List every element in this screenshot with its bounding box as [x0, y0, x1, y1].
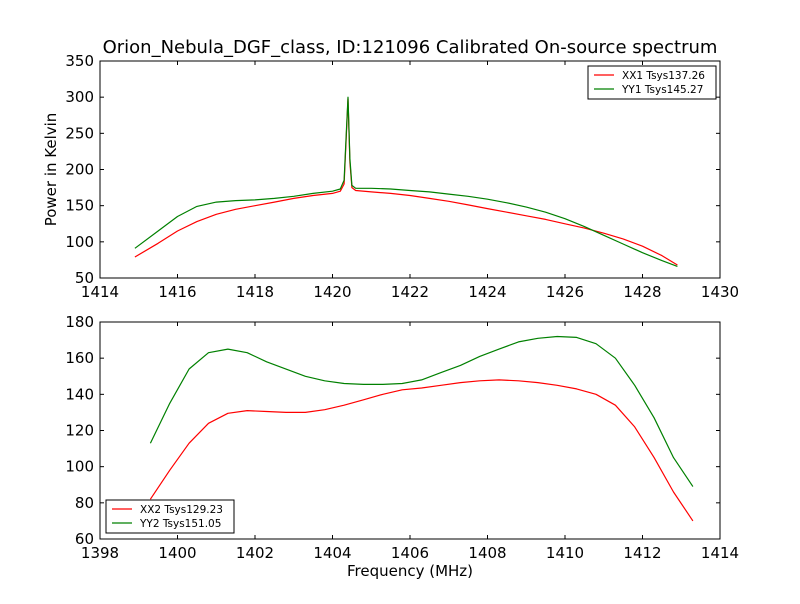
y-axis-label: Power in Kelvin — [42, 113, 60, 227]
y-tick-label: 100 — [65, 458, 94, 476]
x-tick-label: 1422 — [391, 283, 429, 301]
x-tick-label: 1428 — [623, 283, 661, 301]
series-line-p2-1 — [149, 379, 694, 522]
x-tick-label: 1420 — [313, 283, 351, 301]
y-tick-label: 100 — [65, 233, 94, 251]
y-tick-label: 160 — [65, 349, 94, 367]
y-tick-label: 250 — [65, 124, 94, 142]
y-tick-label: 200 — [65, 161, 94, 179]
x-tick-label: 1398 — [81, 544, 119, 562]
x-tick-label: 1410 — [546, 544, 584, 562]
x-tick-label: 1418 — [236, 283, 274, 301]
y-tick-label: 300 — [65, 88, 94, 106]
x-tick-label: 1404 — [313, 544, 351, 562]
x-tick-label: 1414 — [701, 544, 739, 562]
legend-label: XX2 Tsys129.23 — [140, 504, 223, 516]
y-tick-label: 140 — [65, 385, 94, 403]
series-line-p2-2 — [149, 335, 694, 487]
x-tick-label: 1430 — [701, 283, 739, 301]
x-tick-label: 1416 — [158, 283, 196, 301]
y-tick-label: 150 — [65, 197, 94, 215]
y-tick-label: 180 — [65, 313, 94, 331]
x-tick-label: 1402 — [236, 544, 274, 562]
x-tick-label: 1414 — [81, 283, 119, 301]
legend-label: YY1 Tsys145.27 — [621, 84, 703, 96]
legend-box-2 — [105, 499, 235, 534]
y-tick-label: 50 — [75, 269, 94, 287]
x-tick-label: 1408 — [468, 544, 506, 562]
legend-label: XX1 Tsys137.26 — [622, 70, 705, 82]
series-line-p1-1 — [134, 98, 678, 266]
x-tick-label: 1426 — [546, 283, 584, 301]
y-tick-label: 120 — [65, 422, 94, 440]
x-tick-label: 1424 — [468, 283, 506, 301]
y-tick-label: 350 — [65, 52, 94, 70]
series-line-p1-2 — [134, 96, 678, 267]
x-tick-label: 1406 — [391, 544, 429, 562]
chart-title: Orion_Nebula_DGF_class, ID:121096 Calibr… — [103, 37, 718, 58]
legend-box-1 — [587, 65, 717, 100]
y-tick-label: 60 — [75, 530, 94, 548]
x-tick-label: 1412 — [623, 544, 661, 562]
x-axis-label: Frequency (MHz) — [347, 562, 473, 580]
x-tick-label: 1400 — [158, 544, 196, 562]
y-tick-label: 80 — [75, 494, 94, 512]
legend-label: YY2 Tsys151.05 — [139, 518, 221, 530]
